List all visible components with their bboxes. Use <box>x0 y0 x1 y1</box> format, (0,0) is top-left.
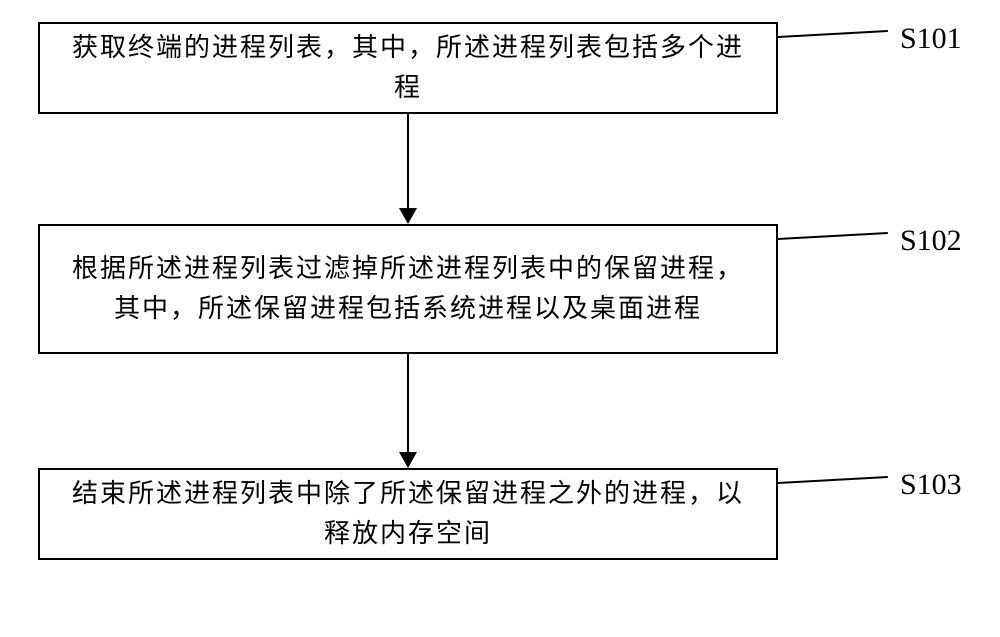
flow-step-text: 根据所述进程列表过滤掉所述进程列表中的保留进程，其中，所述保留进程包括系统进程以… <box>60 249 756 330</box>
flow-step-box: 结束所述进程列表中除了所述保留进程之外的进程，以释放内存空间 <box>38 468 778 560</box>
leader-line <box>778 232 888 240</box>
flow-step-text: 结束所述进程列表中除了所述保留进程之外的进程，以释放内存空间 <box>60 474 756 555</box>
flow-arrow-line <box>407 354 409 452</box>
flowchart-canvas: 获取终端的进程列表，其中，所述进程列表包括多个进程 S101 根据所述进程列表过滤掉… <box>0 0 1000 637</box>
arrow-down-icon <box>399 452 417 468</box>
flow-step-box: 根据所述进程列表过滤掉所述进程列表中的保留进程，其中，所述保留进程包括系统进程以… <box>38 224 778 354</box>
arrow-down-icon <box>399 208 417 224</box>
flow-step-label: S101 <box>900 22 962 56</box>
flow-step-box: 获取终端的进程列表，其中，所述进程列表包括多个进程 <box>38 22 778 114</box>
leader-line <box>778 476 888 484</box>
leader-line <box>778 30 888 38</box>
flow-step-text: 获取终端的进程列表，其中，所述进程列表包括多个进程 <box>60 28 756 109</box>
flow-step-label: S102 <box>900 224 962 258</box>
flow-arrow-line <box>407 114 409 208</box>
flow-step-label: S103 <box>900 468 962 502</box>
